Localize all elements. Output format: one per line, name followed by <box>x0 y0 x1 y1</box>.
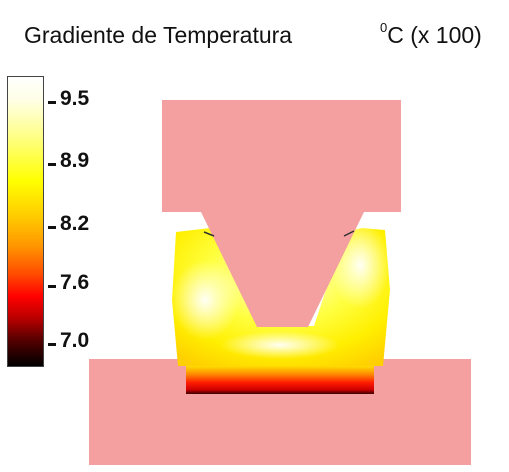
upper-die-punch <box>162 100 401 327</box>
figure-title: Gradiente de Temperatura <box>24 22 293 48</box>
contact-edge-left <box>203 231 215 237</box>
unit-label: 0C (x 100) <box>380 20 482 49</box>
colorbar-tick-8-9 <box>48 163 56 166</box>
contact-edge-right <box>343 230 355 237</box>
colorbar-tick-7-6 <box>48 285 56 288</box>
colorbar-label-9-5: 9.5 <box>60 87 90 110</box>
hot-zone-left <box>171 260 239 340</box>
colorbar-label-7-6: 7.6 <box>60 271 90 294</box>
degree-superscript: 0 <box>380 20 388 36</box>
colorbar-label-7-0: 7.0 <box>60 329 90 352</box>
cooled-contact-band <box>186 366 374 394</box>
colorbar-tick-8-2 <box>48 226 56 229</box>
unit-text: C (x 100) <box>387 22 482 48</box>
hot-zone-center <box>220 331 340 359</box>
colorbar-tick-9-5 <box>48 101 56 104</box>
colorbar-label-8-2: 8.2 <box>60 212 90 235</box>
colorbar-tick-7-0 <box>48 343 56 346</box>
colorbar-label-8-9: 8.9 <box>60 149 90 172</box>
temperature-colorbar <box>7 76 44 367</box>
